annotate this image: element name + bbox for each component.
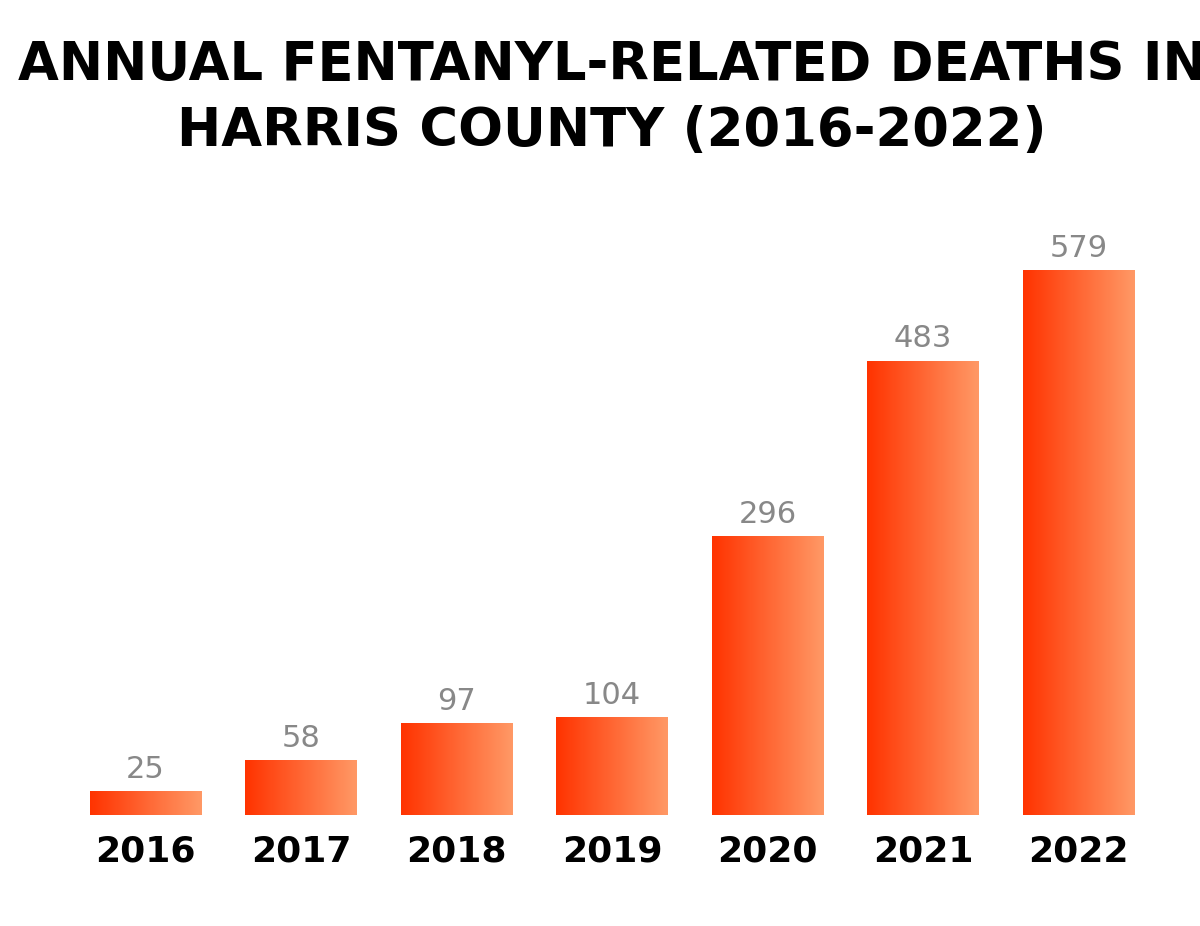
Text: 58: 58 [282, 724, 320, 753]
Text: 25: 25 [126, 755, 164, 784]
Text: 483: 483 [894, 324, 952, 354]
Text: 104: 104 [583, 681, 641, 709]
Text: 97: 97 [437, 687, 476, 716]
Text: 579: 579 [1050, 234, 1108, 263]
Text: 296: 296 [738, 500, 797, 529]
Title: ANNUAL FENTANYL-RELATED DEATHS IN
HARRIS COUNTY (2016-2022): ANNUAL FENTANYL-RELATED DEATHS IN HARRIS… [18, 39, 1200, 157]
